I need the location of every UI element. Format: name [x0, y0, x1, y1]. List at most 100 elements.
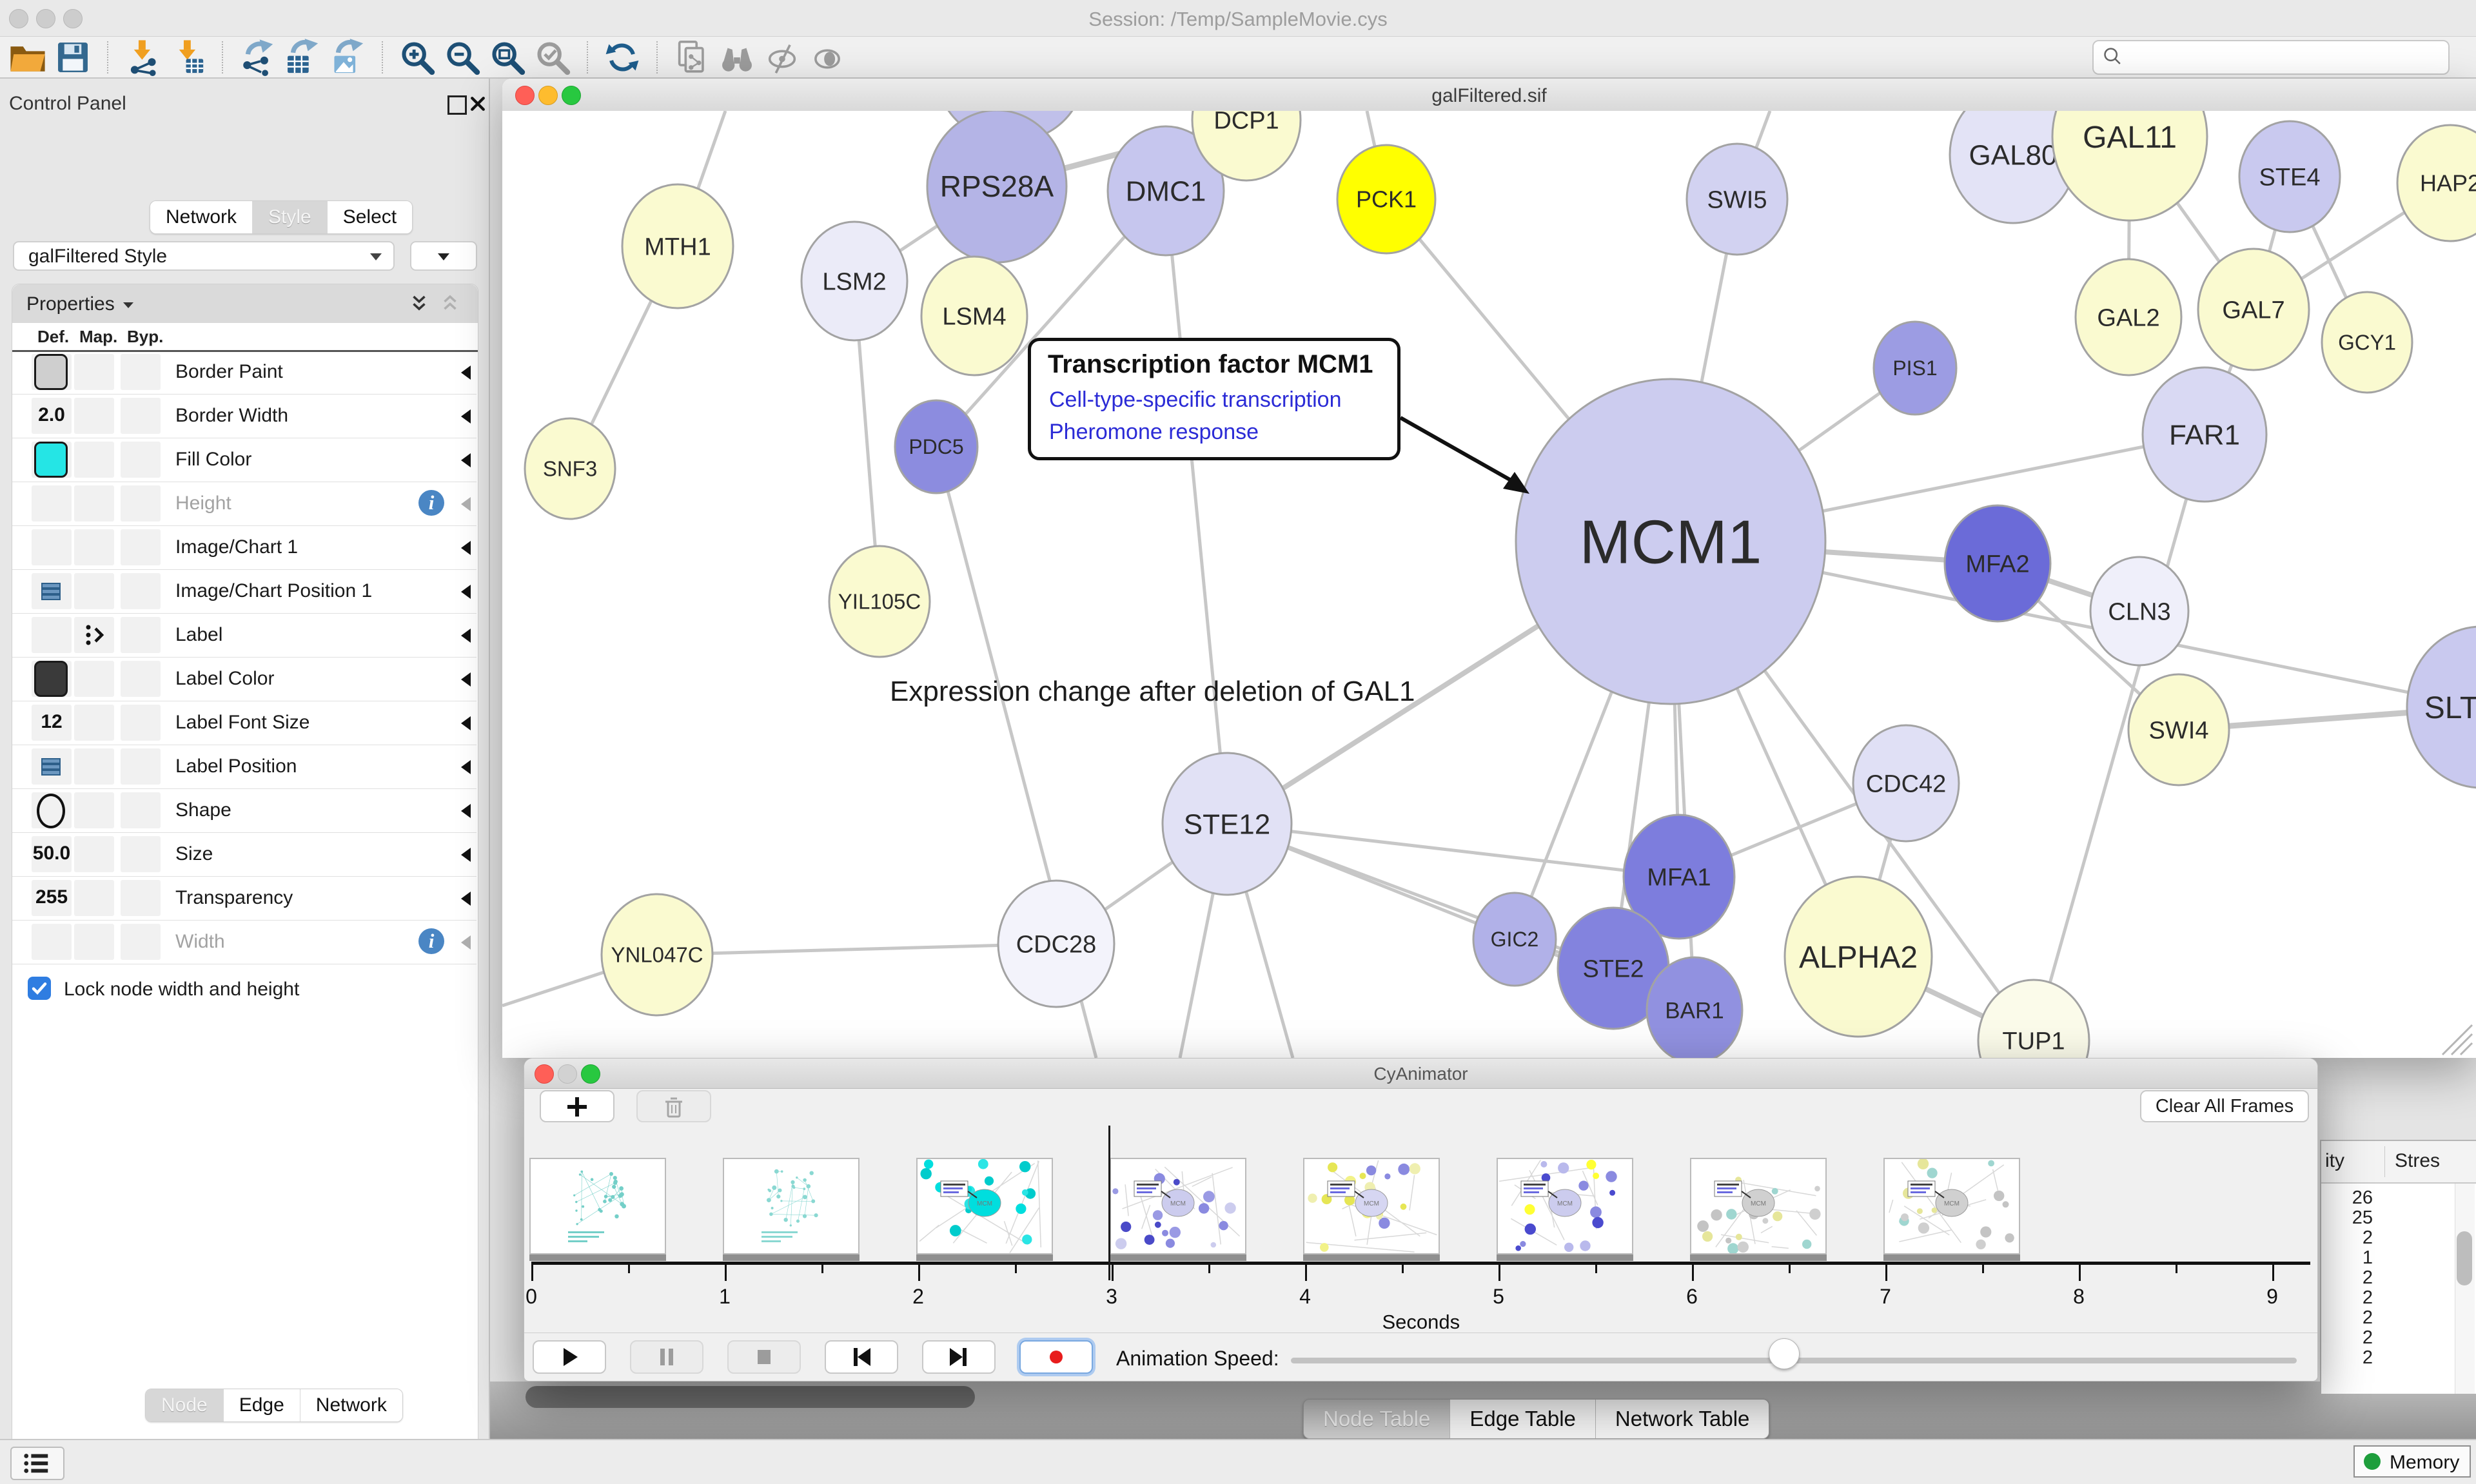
lock-size-row[interactable]: Lock node width and height — [12, 966, 477, 1010]
frame-thumbnail-7[interactable]: MCM — [1690, 1158, 1827, 1261]
property-row-size[interactable]: 50.0 Size — [12, 832, 477, 877]
mapping-cell[interactable] — [74, 792, 114, 828]
stop-button[interactable] — [727, 1340, 801, 1374]
open-session-icon[interactable] — [9, 39, 46, 76]
network-node-YNL047C[interactable]: YNL047C — [600, 893, 714, 1017]
network-node-MFA1[interactable]: MFA1 — [1622, 814, 1736, 940]
network-window-titlebar[interactable]: galFiltered.sif — [502, 79, 2476, 112]
tab-edge[interactable]: Edge — [223, 1389, 300, 1421]
export-network-icon[interactable] — [239, 39, 276, 76]
expand-property-icon[interactable] — [461, 935, 471, 950]
frame-thumbnail-3[interactable]: MCM — [916, 1158, 1053, 1261]
previous-button[interactable] — [825, 1340, 898, 1374]
zoom-out-icon[interactable] — [444, 39, 481, 76]
mapping-cell[interactable] — [74, 573, 114, 609]
frame-thumbnail-4[interactable]: MCM — [1110, 1158, 1246, 1261]
network-node-FAR1[interactable]: FAR1 — [2141, 366, 2268, 503]
expand-property-icon[interactable] — [461, 585, 471, 599]
property-row-label-position[interactable]: Label Position — [12, 745, 477, 789]
default-value-cell[interactable] — [32, 880, 72, 916]
add-frame-button[interactable] — [540, 1090, 614, 1122]
bypass-cell[interactable] — [121, 617, 161, 653]
next-button[interactable] — [922, 1340, 996, 1374]
expand-property-icon[interactable] — [461, 804, 471, 818]
mapping-cell[interactable] — [74, 836, 114, 872]
bypass-cell[interactable] — [121, 485, 161, 522]
default-value-cell[interactable] — [32, 529, 72, 565]
export-table-icon[interactable] — [284, 38, 321, 76]
memory-button[interactable]: Memory — [2353, 1445, 2471, 1478]
network-node-SLT[interactable]: SLT — [2406, 625, 2476, 789]
table-scrollbar[interactable] — [2455, 1184, 2475, 1394]
network-node-RPS28A[interactable]: RPS28A — [926, 111, 1068, 264]
property-row-border-paint[interactable]: Border Paint — [12, 350, 477, 395]
network-node-GAL7[interactable]: GAL7 — [2197, 248, 2310, 371]
style-options-button[interactable] — [410, 241, 477, 271]
mapping-cell[interactable] — [74, 880, 114, 916]
property-row-fill-color[interactable]: Fill Color — [12, 438, 477, 482]
mapping-cell[interactable] — [74, 529, 114, 565]
bypass-cell[interactable] — [121, 354, 161, 390]
search-input[interactable] — [2092, 40, 2450, 75]
export-image-icon[interactable] — [329, 38, 366, 76]
info-icon[interactable]: i — [418, 928, 444, 954]
network-node-GIC2[interactable]: GIC2 — [1472, 892, 1557, 987]
frame-thumbnail-1[interactable] — [529, 1158, 666, 1261]
bypass-cell[interactable] — [121, 442, 161, 478]
mapping-cell[interactable] — [74, 705, 114, 741]
network-node-BAR1[interactable]: BAR1 — [1646, 956, 1744, 1058]
maximize-window-icon[interactable] — [581, 1064, 600, 1084]
mapping-cell[interactable] — [74, 442, 114, 478]
mapping-cell[interactable] — [74, 924, 114, 960]
import-network-icon[interactable] — [124, 39, 161, 76]
mapping-cell[interactable] — [74, 485, 114, 522]
bypass-cell[interactable] — [121, 529, 161, 565]
zoom-selected-icon[interactable] — [534, 39, 571, 76]
network-node-MFA2[interactable]: MFA2 — [1943, 504, 2052, 623]
frame-thumbnail-5[interactable]: MCM — [1303, 1158, 1440, 1261]
property-row-border-width[interactable]: 2.0 Border Width — [12, 394, 477, 438]
zoom-in-icon[interactable] — [398, 39, 436, 76]
network-node-GAL80[interactable]: GAL80 — [1949, 111, 2078, 224]
float-panel-icon[interactable] — [447, 95, 467, 115]
network-node-PDC5[interactable]: PDC5 — [894, 399, 979, 494]
network-node-LSM2[interactable]: LSM2 — [800, 220, 909, 342]
network-node-STE2[interactable]: STE2 — [1557, 906, 1670, 1030]
close-panel-icon[interactable] — [468, 94, 487, 117]
mapping-cell[interactable] — [74, 354, 114, 390]
property-row-label[interactable]: Label — [12, 613, 477, 658]
tab-network-table[interactable]: Network Table — [1595, 1400, 1769, 1438]
default-value-cell[interactable] — [32, 398, 72, 434]
bypass-cell[interactable] — [121, 748, 161, 785]
network-node-STE4[interactable]: STE4 — [2238, 120, 2341, 233]
annotation-box[interactable]: Transcription factor MCM1 Cell-type-spec… — [1028, 338, 1400, 460]
network-node-GCY1[interactable]: GCY1 — [2321, 291, 2413, 394]
frame-thumbnail-8[interactable]: MCM — [1883, 1158, 2020, 1261]
discrete-mapping-icon[interactable] — [79, 620, 110, 654]
style-selector[interactable]: galFiltered Style — [13, 241, 395, 271]
default-value-cell[interactable] — [32, 924, 72, 960]
bypass-cell[interactable] — [121, 792, 161, 828]
maximize-window-icon[interactable] — [63, 9, 83, 28]
table-column-stress[interactable]: Stres — [2395, 1150, 2441, 1171]
expand-property-icon[interactable] — [461, 672, 471, 687]
property-row-image-chart-1[interactable]: Image/Chart 1 — [12, 525, 477, 570]
maximize-window-icon[interactable] — [562, 86, 581, 105]
timeline-ruler[interactable] — [531, 1262, 2310, 1265]
close-window-icon[interactable] — [535, 1064, 554, 1084]
timeline-playhead[interactable] — [1108, 1126, 1110, 1280]
network-node-ALPHA2[interactable]: ALPHA2 — [1783, 875, 1933, 1038]
default-value-cell[interactable] — [32, 836, 72, 872]
property-row-shape[interactable]: Shape — [12, 788, 477, 833]
property-row-label-font-size[interactable]: 12 Label Font Size — [12, 701, 477, 745]
tab-network-style[interactable]: Network — [300, 1389, 402, 1421]
save-session-icon[interactable] — [54, 39, 92, 76]
default-value-cell[interactable] — [32, 485, 72, 522]
network-node-HAP2[interactable]: HAP2 — [2396, 124, 2476, 242]
expand-property-icon[interactable] — [461, 541, 471, 555]
expand-property-icon[interactable] — [461, 716, 471, 730]
delete-frame-button[interactable] — [636, 1090, 711, 1122]
checkbox-checked-icon[interactable] — [28, 977, 51, 1000]
mapping-cell[interactable] — [74, 661, 114, 697]
close-window-icon[interactable] — [515, 86, 535, 105]
